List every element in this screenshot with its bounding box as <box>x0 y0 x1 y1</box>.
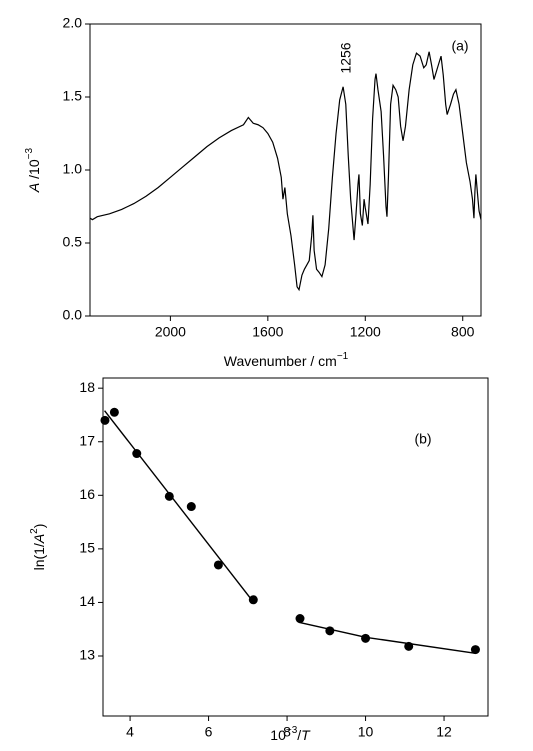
data-point <box>186 502 196 512</box>
axis-label: 10−3/T <box>270 725 311 743</box>
axis-label-part: T <box>301 727 311 743</box>
y-tick-label: 1.5 <box>63 88 83 104</box>
y-tick-label: 0.0 <box>63 307 83 323</box>
data-point <box>325 626 335 636</box>
y-tick-label: 18 <box>79 379 95 395</box>
axis-label-part: ln(1/ <box>31 543 47 570</box>
axis-label-part: A <box>31 534 47 544</box>
axis-label-part: 10 <box>270 727 286 743</box>
axis-label-part: 2 <box>29 528 40 534</box>
x-tick-label: 1600 <box>252 324 283 340</box>
x-tick-label: 6 <box>205 724 213 740</box>
data-point <box>132 449 142 459</box>
axis-label-part: /10 <box>26 159 42 183</box>
data-point <box>248 595 258 605</box>
data-point <box>404 641 414 651</box>
x-tick-label: 8 <box>283 724 291 740</box>
data-point <box>109 407 119 417</box>
data-point <box>213 560 223 570</box>
axis-label-part: −3 <box>286 725 298 736</box>
plot-frame <box>89 23 482 317</box>
y-tick-label: 13 <box>79 647 95 663</box>
x-tick-label: 12 <box>436 724 452 740</box>
x-tick-label: 1200 <box>350 324 381 340</box>
annotation: (b) <box>414 431 431 447</box>
annotation: 1256 <box>338 42 354 73</box>
annotation: (a) <box>451 38 468 54</box>
y-tick-label: 14 <box>79 593 95 609</box>
axis-label-part: / <box>297 727 301 743</box>
x-tick-label: 800 <box>451 324 475 340</box>
data-point <box>100 415 110 425</box>
y-tick-label: 17 <box>79 432 95 448</box>
x-tick-label: 2000 <box>155 324 186 340</box>
y-tick-label: 2.0 <box>63 15 83 31</box>
axis-label-part: −1 <box>337 351 349 362</box>
axis-label-part: ) <box>31 524 47 529</box>
x-tick-label: 4 <box>126 724 134 740</box>
x-tick-label: 10 <box>358 724 374 740</box>
data-point <box>361 633 371 643</box>
axis-label-part: A <box>26 183 42 193</box>
data-point <box>470 645 480 655</box>
data-point <box>164 491 174 501</box>
y-tick-label: 1.0 <box>63 161 83 177</box>
data-point <box>295 614 305 624</box>
fit-line <box>298 621 476 655</box>
spectrum-line <box>89 51 482 292</box>
axis-label-part: −3 <box>24 148 35 160</box>
axis-label: Wavenumber / cm−1 <box>224 351 349 369</box>
fit-line <box>104 410 255 603</box>
axis-label-part: Wavenumber / cm <box>224 353 337 369</box>
y-tick-label: 16 <box>79 486 95 502</box>
plot-frame <box>102 377 489 717</box>
axis-label: A /10−3 <box>24 148 42 194</box>
y-tick-label: 0.5 <box>63 234 83 250</box>
y-tick-label: 15 <box>79 540 95 556</box>
axis-label: ln(1/A2) <box>29 524 47 571</box>
